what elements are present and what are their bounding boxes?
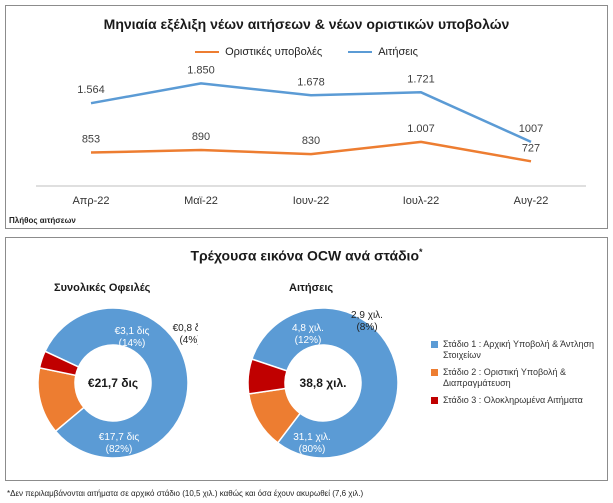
data-label: 727 bbox=[522, 142, 540, 154]
line-chart-title: Μηνιαία εξέλιξη νέων αιτήσεων & νέων ορι… bbox=[103, 16, 510, 32]
line-chart-legend: Οριστικές υποβολές Αιτήσεις bbox=[6, 46, 607, 58]
series-line-applications bbox=[90, 82, 532, 144]
ocw-title-text: Τρέχουσα εικόνα OCW ανά στάδιο bbox=[190, 247, 420, 264]
x-tick-label: Απρ-22 bbox=[72, 195, 109, 207]
donut-slice-stage-1 bbox=[44, 307, 189, 459]
legend-swatch-orange bbox=[195, 51, 220, 53]
data-label: 890 bbox=[192, 131, 210, 143]
legend-swatch-blue bbox=[348, 51, 373, 53]
slice-value-label: 4,8 χιλ. bbox=[292, 323, 324, 334]
stage-3-label: Στάδιο 3 : Ολοκληρωμένα Αιτήματα bbox=[443, 395, 583, 405]
x-tick-label: Αυγ-22 bbox=[514, 195, 549, 207]
slice-pct-label: (82%) bbox=[106, 444, 133, 455]
donut-center-label: 38,8 χιλ. bbox=[300, 376, 347, 390]
data-label: 1.007 bbox=[407, 123, 435, 135]
stage-3-swatch bbox=[431, 397, 438, 404]
donut-slice-stage-3 bbox=[247, 358, 288, 395]
stage-legend: Στάδιο 1 : Αρχική Υποβολή & Άντληση Στοι… bbox=[431, 339, 606, 412]
slice-value-label: 31,1 χιλ. bbox=[293, 432, 331, 443]
y-axis-note: Πλήθος αιτήσεων bbox=[9, 216, 76, 225]
legend-label-final-submissions: Οριστικές υποβολές bbox=[225, 46, 323, 58]
data-label: 1.850 bbox=[187, 64, 215, 76]
stage-1-swatch bbox=[431, 341, 438, 348]
data-label: 1.678 bbox=[297, 76, 325, 88]
donut-slice-stage-3 bbox=[38, 350, 80, 377]
series-line-final-submissions bbox=[90, 140, 532, 163]
slice-pct-label: (80%) bbox=[299, 444, 326, 455]
x-tick-label: Ιουλ-22 bbox=[403, 195, 440, 207]
donut-chart-applications: 38,8 χιλ. 31,1 χιλ.(80%) 4,8 χιλ.(12%) 2,9 … bbox=[247, 307, 399, 459]
donut-chart-debts: €21,7 δις €17,7 δις(82%) €3,1 δις(14%) €0,8… bbox=[37, 307, 198, 459]
legend-label-applications: Αιτήσεις bbox=[378, 46, 418, 58]
slice-value-label: 2,9 χιλ. bbox=[351, 310, 383, 321]
legend-item-final-submissions: Οριστικές υποβολές bbox=[195, 46, 322, 58]
data-label: 1.564 bbox=[77, 84, 105, 96]
stage-legend-item-3: Στάδιο 3 : Ολοκληρωμένα Αιτήματα bbox=[431, 395, 606, 406]
x-tick-label: Ιουν-22 bbox=[293, 195, 330, 207]
slice-pct-label: (14%) bbox=[119, 338, 146, 349]
slice-value-label: €3,1 δις bbox=[115, 326, 150, 337]
donut-applications-title: Αιτήσεις bbox=[289, 282, 334, 294]
stage-legend-item-2: Στάδιο 2 : Οριστική Υποβολή & Διαπραγμάτ… bbox=[431, 367, 606, 389]
stage-2-label: Στάδιο 2 : Οριστική Υποβολή & Διαπραγμάτ… bbox=[443, 367, 566, 388]
data-label: 830 bbox=[302, 135, 320, 147]
line-chart-panel: Μηνιαία εξέλιξη νέων αιτήσεων & νέων ορι… bbox=[5, 5, 608, 229]
stage-1-label: Στάδιο 1 : Αρχική Υποβολή & Άντληση Στοι… bbox=[443, 339, 595, 360]
ocw-panel-title: Τρέχουσα εικόνα OCW ανά στάδιο* bbox=[6, 247, 607, 264]
donut-slice-stage-1 bbox=[250, 307, 399, 459]
data-label: 853 bbox=[82, 134, 100, 146]
line-chart-plot: Απρ-22 Μαϊ-22 Ιουν-22 Ιουλ-22 Αυγ-22 853 890 83… bbox=[36, 64, 586, 207]
ocw-title-footnote-mark: * bbox=[419, 247, 423, 257]
stage-legend-item-1: Στάδιο 1 : Αρχική Υποβολή & Άντληση Στοι… bbox=[431, 339, 606, 361]
slice-value-label: €0,8 δις bbox=[173, 323, 198, 334]
data-label: 1007 bbox=[519, 123, 543, 135]
slice-pct-label: (8%) bbox=[356, 322, 377, 333]
data-label: 1.721 bbox=[407, 73, 435, 85]
ocw-stage-panel: Τρέχουσα εικόνα OCW ανά στάδιο* Συνολικέ… bbox=[5, 237, 608, 481]
x-tick-label: Μαϊ-22 bbox=[184, 195, 218, 207]
legend-item-applications: Αιτήσεις bbox=[348, 46, 418, 58]
stage-2-swatch bbox=[431, 369, 438, 376]
slice-value-label: €17,7 δις bbox=[99, 432, 140, 443]
slice-pct-label: (12%) bbox=[295, 335, 322, 346]
slice-pct-label: (4%) bbox=[179, 335, 198, 346]
footnote: *Δεν περιλαμβάνονται αιτήματα σε αρχικό … bbox=[7, 489, 364, 498]
donut-debts-title: Συνολικές Οφειλές bbox=[54, 282, 151, 294]
donut-center-label: €21,7 δις bbox=[88, 376, 138, 390]
